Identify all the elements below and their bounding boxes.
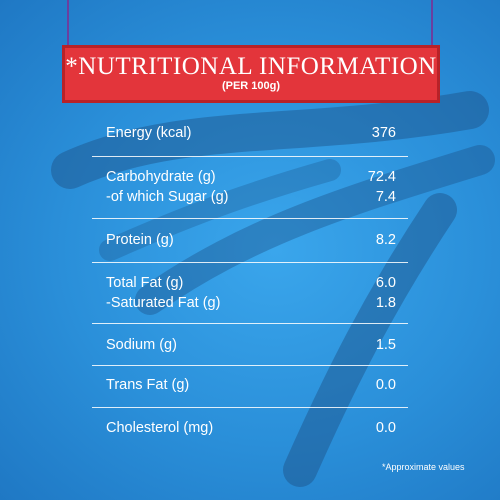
separator: [92, 365, 408, 366]
row-label: Energy (kcal): [106, 125, 192, 141]
title-banner: *NUTRITIONAL INFORMATION (PER 100g): [62, 45, 440, 103]
row-value: 8.2: [375, 232, 396, 248]
row-label: Total Fat (g): [106, 275, 184, 291]
row-value: 6.0: [375, 275, 396, 291]
separator: [92, 156, 408, 157]
separator: [92, 323, 408, 324]
row-value: 72.4: [367, 169, 396, 185]
separator: [92, 407, 408, 408]
row-label: Sodium (g): [106, 337, 177, 353]
separator: [92, 262, 408, 263]
row-label: Trans Fat (g): [106, 377, 190, 393]
title: *NUTRITIONAL INFORMATION: [65, 53, 437, 80]
hanging-string: [431, 0, 433, 50]
row-label: -of which Sugar (g): [106, 189, 229, 205]
row-value: 7.4: [375, 189, 396, 205]
row-value: 0.0: [375, 420, 396, 436]
separator: [92, 218, 408, 219]
row-label: Carbohydrate (g): [106, 169, 216, 185]
row-label: -Saturated Fat (g): [106, 295, 221, 311]
row-value: 1.8: [375, 295, 396, 311]
hanging-string: [67, 0, 69, 50]
row-value: 0.0: [375, 377, 396, 393]
subtitle: (PER 100g): [221, 80, 281, 92]
footnote: *Approximate values: [382, 462, 465, 472]
row-label: Cholesterol (mg): [106, 420, 214, 436]
row-value: 376: [371, 125, 396, 141]
row-label: Protein (g): [106, 232, 174, 248]
row-value: 1.5: [375, 337, 396, 353]
